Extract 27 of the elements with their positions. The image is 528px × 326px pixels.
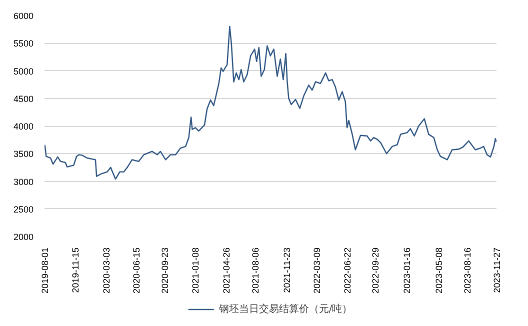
line-series	[44, 26, 496, 180]
x-tick-label: 2020-06-15	[131, 247, 142, 294]
x-tick-label: 2021-01-08	[190, 247, 201, 294]
y-tick-label: 5000	[13, 66, 34, 76]
y-tick-label: 5500	[13, 38, 34, 49]
x-tick-label: 2022-09-29	[370, 247, 381, 294]
x-tick-label: 2023-11-27	[492, 247, 502, 293]
x-tick-label: 2020-09-23	[160, 247, 170, 294]
x-tick-label: 2022-03-09	[312, 247, 322, 294]
y-tick-label: 2500	[13, 204, 34, 214]
y-tick-label: 2000	[13, 232, 34, 242]
x-tick-label: 2021-08-06	[250, 247, 261, 294]
x-tick-label: 2023-05-08	[434, 247, 444, 294]
x-tick-label: 2023-08-16	[462, 247, 473, 294]
x-tick-label: 2019-11-15	[70, 247, 80, 293]
x-tick-label: 2023-01-16	[402, 247, 412, 294]
y-tick-label: 4000	[13, 122, 34, 132]
legend-label: 钢坯当日交易结算价（元/吨）	[218, 302, 352, 316]
x-tick-label: 2021-04-26	[221, 247, 232, 294]
x-tick-label: 2021-11-23	[282, 247, 292, 293]
x-tick-label: 2022-06-22	[342, 247, 352, 294]
x-tick-label: 2020-03-03	[102, 247, 112, 294]
y-tick-label: 6000	[13, 11, 34, 21]
y-tick-label: 3000	[13, 176, 34, 187]
x-tick-label: 2019-08-01	[40, 247, 50, 294]
y-tick-label: 4500	[13, 94, 34, 104]
y-tick-label: 3500	[13, 149, 34, 160]
